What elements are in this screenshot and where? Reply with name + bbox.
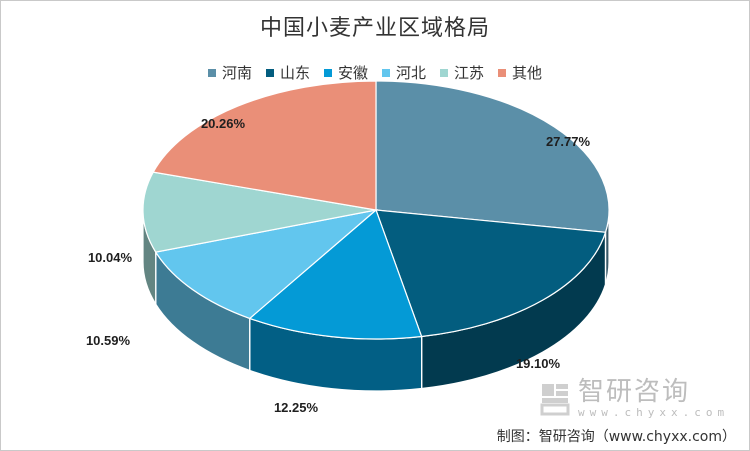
- slice-anhui[interactable]: [248, 208, 423, 340]
- data-label-hebei: 10.59%: [86, 333, 131, 348]
- legend-item-jiangsu[interactable]: 江苏: [440, 62, 484, 83]
- data-labels: 27.77% 19.10% 12.25% 10.59% 10.04% 20.26%: [86, 116, 591, 415]
- data-label-henan: 27.77%: [546, 134, 591, 149]
- data-label-other: 20.26%: [201, 116, 246, 131]
- slice-henan[interactable]: [375, 80, 610, 233]
- legend-item-shandong[interactable]: 山东: [265, 62, 310, 83]
- pie-slices: [142, 80, 610, 340]
- watermark-logo-icon: [540, 383, 570, 415]
- legend-swatch: [323, 68, 332, 77]
- source-note: 制图：智研咨询（www.chyxx.com）: [496, 429, 736, 445]
- legend-item-other[interactable]: 其他: [498, 62, 542, 83]
- legend-item-anhui[interactable]: 安徽: [323, 62, 368, 83]
- legend-swatch: [440, 68, 449, 77]
- legend-item-henan[interactable]: 河南: [207, 62, 252, 83]
- legend-swatch: [382, 68, 390, 77]
- watermark: 智研咨询 www.chyxx.com: [540, 378, 729, 419]
- legend-item-hebei[interactable]: 河北: [382, 62, 426, 83]
- watermark-url: www.chyxx.com: [578, 406, 730, 419]
- watermark-name: 智研咨询: [578, 377, 691, 407]
- chart-legend: 河南 山东 安徽 河北 江苏 其他: [0, 62, 750, 83]
- chart-title: 中国小麦产业区域格局: [259, 16, 490, 41]
- legend-label: 山东: [279, 64, 310, 82]
- legend-label: 其他: [512, 64, 543, 82]
- legend-label: 河南: [221, 64, 252, 82]
- slice-other[interactable]: [152, 80, 377, 211]
- legend-swatch: [265, 68, 274, 77]
- data-label-shandong: 19.10%: [516, 356, 561, 371]
- legend-swatch: [207, 68, 216, 77]
- data-label-jiangsu: 10.04%: [88, 250, 133, 265]
- slice-jiangsu[interactable]: [142, 171, 377, 253]
- slice-hebei[interactable]: [154, 208, 379, 320]
- legend-swatch: [498, 68, 507, 77]
- legend-label: 河北: [396, 64, 427, 82]
- data-label-anhui: 12.25%: [274, 400, 319, 415]
- legend-label: 江苏: [454, 64, 485, 82]
- slice-shandong[interactable]: [375, 209, 607, 338]
- legend-label: 安徽: [337, 64, 368, 82]
